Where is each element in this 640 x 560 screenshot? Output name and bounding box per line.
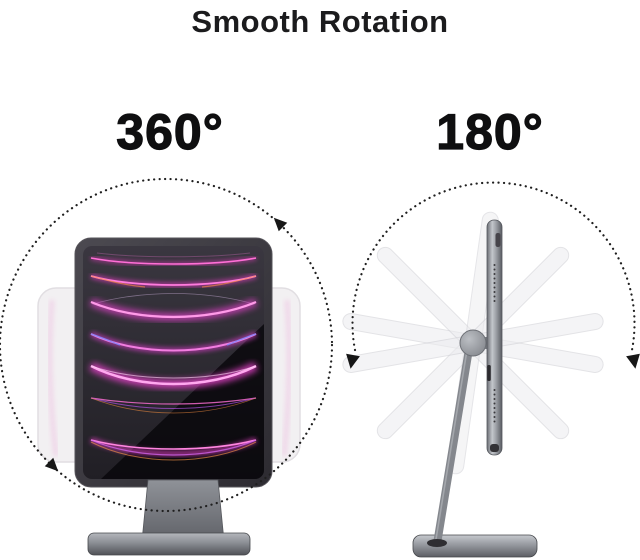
angle-label-180: 180° <box>436 103 544 160</box>
stand-arm <box>433 345 473 548</box>
dotted-circle-rotation-arrow <box>0 177 334 513</box>
angle-label-360: 360° <box>116 103 224 160</box>
figure-180-tilt <box>342 181 640 558</box>
tablet-side <box>486 219 503 456</box>
stand-neck <box>141 479 225 542</box>
speaker-dots <box>493 264 496 423</box>
figure-360-rotation <box>0 177 334 556</box>
arrowhead-counterclockwise-top <box>273 217 288 232</box>
hinge-disc <box>459 329 487 357</box>
stand-arm-highlight <box>434 348 468 545</box>
bottom-port <box>490 444 499 452</box>
page-title: Smooth Rotation <box>191 4 449 39</box>
arm-base-socket <box>427 539 447 547</box>
tablet-front <box>74 237 273 488</box>
arrowhead-counterclockwise-bottom <box>44 457 59 472</box>
arrowhead-down-left <box>346 353 360 369</box>
arrowhead-down-right <box>626 353 640 369</box>
tablet-screen-wallpaper <box>83 246 264 479</box>
stand-base <box>87 532 251 556</box>
dotted-arc-rotation-arrow <box>346 181 640 369</box>
magnetic-connector <box>487 365 491 381</box>
camera-bump <box>495 233 501 247</box>
